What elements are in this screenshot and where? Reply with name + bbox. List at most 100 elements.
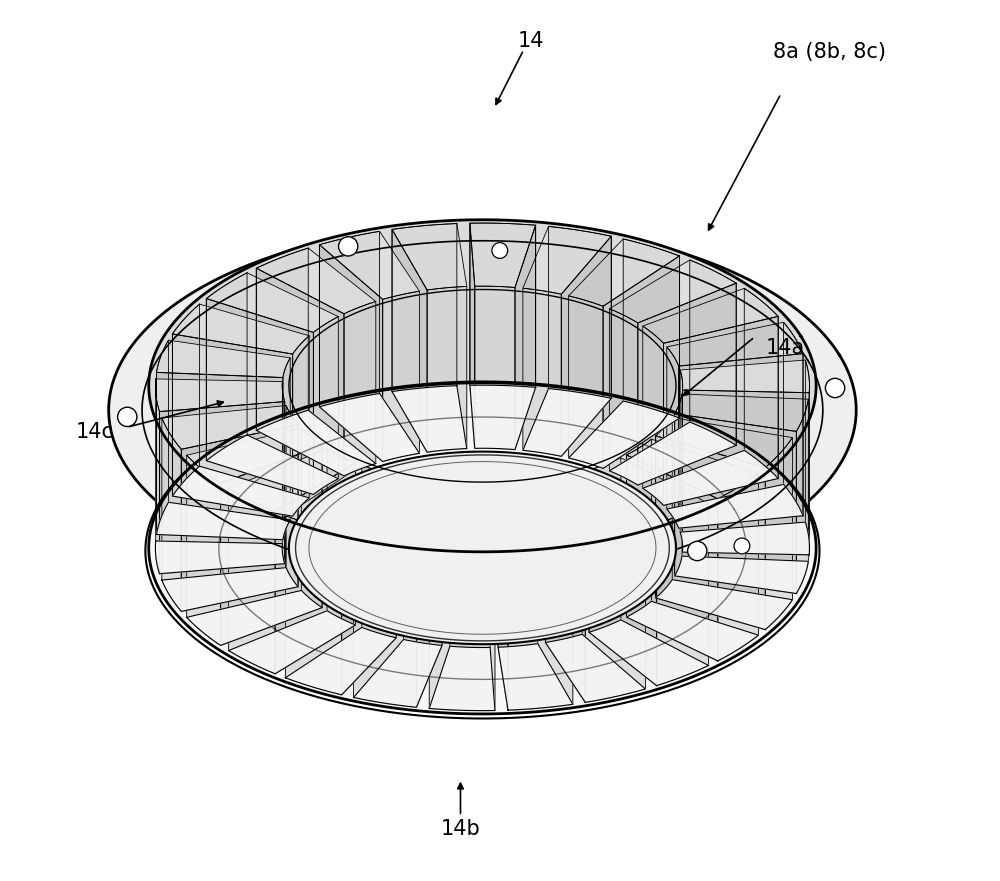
Polygon shape <box>680 360 809 393</box>
Polygon shape <box>256 411 376 476</box>
PathPatch shape <box>149 381 816 714</box>
Polygon shape <box>392 229 427 452</box>
Circle shape <box>734 538 750 554</box>
Polygon shape <box>319 232 419 300</box>
Polygon shape <box>392 224 467 290</box>
Polygon shape <box>680 370 683 552</box>
Polygon shape <box>155 541 285 574</box>
Polygon shape <box>293 336 309 516</box>
Polygon shape <box>229 448 355 512</box>
Polygon shape <box>392 386 467 452</box>
Polygon shape <box>796 399 808 594</box>
Polygon shape <box>256 248 308 430</box>
Polygon shape <box>362 465 396 638</box>
Circle shape <box>339 237 358 256</box>
Polygon shape <box>156 340 290 378</box>
Polygon shape <box>765 438 792 630</box>
Polygon shape <box>156 373 283 540</box>
Circle shape <box>118 407 137 426</box>
Polygon shape <box>523 226 611 294</box>
Polygon shape <box>623 239 679 418</box>
Polygon shape <box>187 590 322 646</box>
Polygon shape <box>656 418 792 468</box>
Polygon shape <box>656 418 672 598</box>
Circle shape <box>492 242 508 258</box>
Polygon shape <box>585 527 645 702</box>
Polygon shape <box>656 580 792 630</box>
Polygon shape <box>206 273 247 461</box>
Polygon shape <box>172 334 293 516</box>
Text: 14c: 14c <box>75 422 113 441</box>
Polygon shape <box>162 418 181 611</box>
Polygon shape <box>545 480 585 702</box>
Polygon shape <box>569 296 603 469</box>
Polygon shape <box>229 488 275 674</box>
Polygon shape <box>498 482 538 648</box>
Polygon shape <box>498 485 508 710</box>
Polygon shape <box>718 473 759 661</box>
Polygon shape <box>206 273 338 332</box>
Polygon shape <box>569 401 679 469</box>
Polygon shape <box>162 405 298 449</box>
Polygon shape <box>675 556 808 594</box>
Polygon shape <box>229 611 355 674</box>
Text: 14: 14 <box>517 31 544 51</box>
Polygon shape <box>589 620 709 685</box>
Polygon shape <box>589 470 657 685</box>
Circle shape <box>825 378 845 397</box>
Polygon shape <box>682 390 809 555</box>
PathPatch shape <box>149 219 816 552</box>
Polygon shape <box>627 440 759 499</box>
Polygon shape <box>523 389 611 456</box>
Polygon shape <box>508 542 573 710</box>
Polygon shape <box>162 567 298 611</box>
Polygon shape <box>187 455 221 646</box>
Polygon shape <box>160 402 285 574</box>
Polygon shape <box>354 640 442 707</box>
Polygon shape <box>667 485 803 529</box>
Polygon shape <box>515 226 536 449</box>
Polygon shape <box>354 536 416 707</box>
Polygon shape <box>327 448 355 625</box>
Polygon shape <box>187 428 322 484</box>
Polygon shape <box>289 290 676 482</box>
Polygon shape <box>470 385 536 449</box>
Polygon shape <box>589 458 621 633</box>
Polygon shape <box>319 245 383 462</box>
Polygon shape <box>285 515 342 695</box>
Polygon shape <box>667 322 803 366</box>
Polygon shape <box>221 446 322 646</box>
Polygon shape <box>638 283 736 485</box>
Polygon shape <box>156 502 290 540</box>
Polygon shape <box>744 288 778 478</box>
Polygon shape <box>289 452 676 644</box>
Polygon shape <box>675 394 808 432</box>
Polygon shape <box>172 304 309 354</box>
Polygon shape <box>427 286 467 452</box>
Polygon shape <box>545 472 582 642</box>
Polygon shape <box>289 290 676 644</box>
Polygon shape <box>667 347 679 529</box>
Polygon shape <box>429 546 495 711</box>
Polygon shape <box>206 299 313 494</box>
Polygon shape <box>523 288 561 456</box>
Polygon shape <box>289 452 676 644</box>
Polygon shape <box>656 436 765 630</box>
Polygon shape <box>354 478 442 545</box>
Polygon shape <box>470 223 536 388</box>
Polygon shape <box>690 260 736 445</box>
Polygon shape <box>609 422 736 485</box>
Polygon shape <box>109 224 856 596</box>
Polygon shape <box>313 316 338 494</box>
Polygon shape <box>498 644 573 710</box>
Polygon shape <box>498 482 573 548</box>
Polygon shape <box>149 219 816 714</box>
Polygon shape <box>609 308 638 485</box>
Polygon shape <box>589 458 709 523</box>
Polygon shape <box>181 425 298 611</box>
Polygon shape <box>155 379 285 411</box>
Polygon shape <box>172 466 309 516</box>
Polygon shape <box>286 405 298 587</box>
Polygon shape <box>450 484 490 648</box>
Polygon shape <box>282 381 285 564</box>
